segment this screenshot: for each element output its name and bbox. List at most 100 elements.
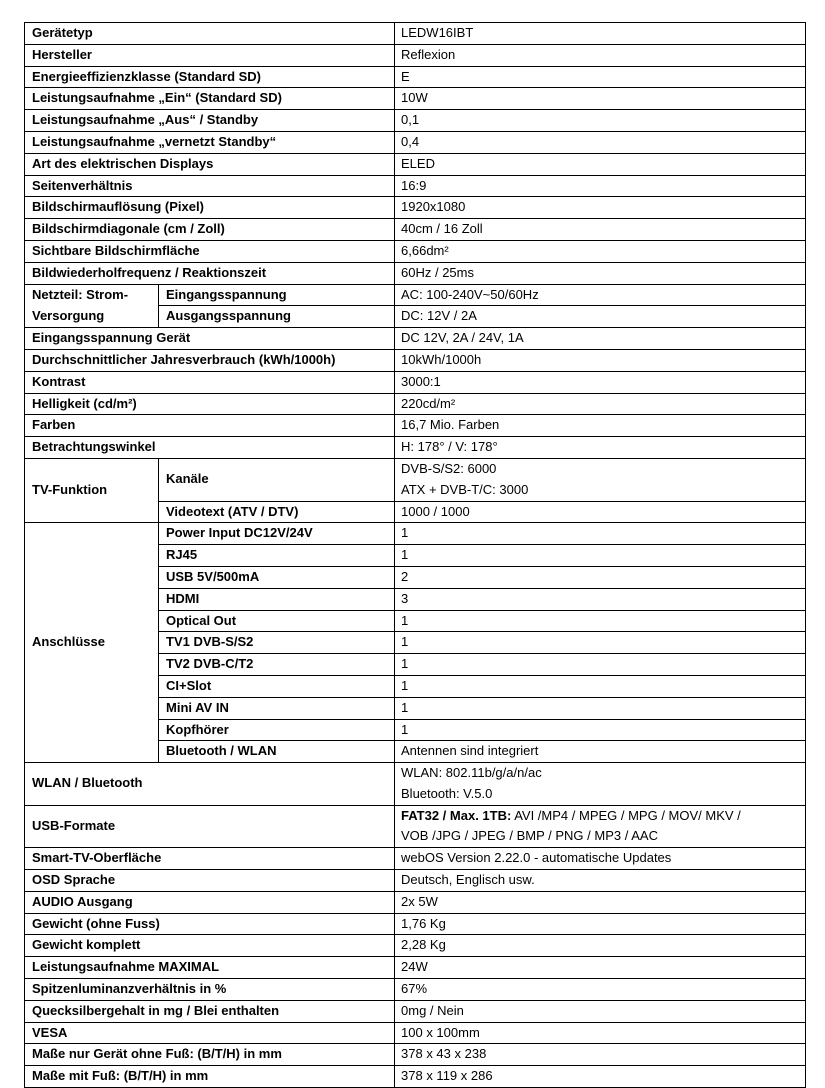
table-row: AUDIO Ausgang 2x 5W [23, 890, 807, 914]
spec-value-text: 1 [401, 612, 409, 628]
spec-value-line: 1 [401, 655, 798, 675]
spec-value-text: 16,7 Mio. Farben [401, 417, 500, 433]
spec-value-text: 1 [401, 547, 409, 563]
spec-value-line: 1 [401, 698, 798, 718]
table-row: Bildwiederholfrequenz / Reaktionszeit 60H… [23, 261, 807, 285]
table-row: Gewicht (ohne Fuss) 1,76 Kg [23, 912, 807, 936]
spec-value-line: 0mg / Nein [401, 1001, 798, 1021]
spec-value: 3 [394, 587, 807, 611]
table-row: USB 5V/500mA 2 [25, 565, 807, 589]
spec-value: Reflexion [394, 43, 807, 67]
spec-value: 3000:1 [394, 370, 807, 394]
spec-label: Seitenverhältnis [23, 174, 396, 198]
spec-value: 16:9 [394, 174, 807, 198]
spec-group-label: TV-Funktion [24, 457, 159, 524]
spec-value-line: 1 [401, 546, 798, 566]
spec-value: 6,66dm² [394, 239, 807, 263]
spec-value: 2x 5W [394, 890, 807, 914]
spec-label: Sichtbare Bildschirmfläche [23, 239, 396, 263]
spec-value-line: webOS Version 2.22.0 - automatische Upda… [401, 849, 798, 869]
spec-value: E [394, 65, 807, 89]
spec-value: 1920x1080 [394, 196, 807, 220]
spec-value-text: ELED [401, 155, 435, 171]
spec-value-line: Bluetooth: V.5.0 [401, 784, 798, 804]
table-row: Kontrast 3000:1 [23, 370, 807, 394]
spec-value: 0mg / Nein [394, 999, 807, 1023]
spec-value-line: VOB /JPG / JPEG / BMP / PNG / MP3 / AAC [401, 826, 798, 846]
spec-value-text: 67% [401, 981, 428, 997]
table-row: Bildschirmdiagonale (cm / Zoll) 40cm / 16… [23, 218, 807, 241]
spec-value-line: 2,28 Kg [401, 936, 798, 956]
spec-value-text: 1 [401, 677, 409, 693]
spec-value-line: 60Hz / 25ms [401, 263, 798, 283]
spec-value-line: 1 [401, 633, 798, 653]
spec-value: 2 [394, 565, 807, 589]
table-row: Gewicht komplett 2,28 Kg [23, 934, 807, 958]
table-row: Leistungsaufnahme „Aus“ / Standby 0,1 [23, 109, 807, 132]
spec-value-prefix: FAT32 / Max. 1TB: [401, 807, 512, 823]
spec-sub-label: Videotext (ATV / DTV) [157, 500, 396, 524]
spec-value-text: 10W [401, 90, 428, 106]
spec-value-text: 0mg / Nein [401, 1002, 464, 1018]
spec-value-line: 1 [401, 676, 798, 696]
spec-label: Bildschirmdiagonale (cm / Zoll) [23, 218, 396, 241]
spec-value: ELED [394, 152, 807, 176]
spec-group-label: Anschlüsse [24, 522, 159, 764]
spec-value-line: 378 x 43 x 238 [401, 1045, 798, 1065]
spec-value-line: DC: 12V / 2A [401, 307, 798, 327]
spec-sub-label: Power Input DC12V/24V [157, 522, 396, 546]
spec-value-line: 2 [401, 567, 798, 587]
spec-value: AC: 100-240V~50/60Hz [394, 283, 807, 307]
spec-value-text: 3 [401, 590, 409, 606]
table-row: Maße nur Gerät ohne Fuß: (B/T/H) in mm 37… [23, 1043, 807, 1067]
spec-sub-label: Mini AV IN [157, 696, 396, 720]
spec-value-line: LEDW16IBT [401, 23, 798, 43]
table-row: Bluetooth / WLAN Antennen sind integriert [25, 740, 807, 764]
table-row: Betrachtungswinkel H: 178° / V: 178° [23, 436, 807, 459]
spec-value-line: 1920x1080 [401, 198, 798, 218]
table-row: TV-Funktion Kanäle DVB-S/S2: 6000 ATX + DVB… [24, 457, 807, 524]
spec-value-line: WLAN: 802.11b/g/a/n/ac [401, 764, 798, 784]
table-row: Energieeffizienzklasse (Standard SD) E [23, 65, 807, 89]
spec-value: 1 [394, 544, 807, 567]
spec-value-text: 1 [401, 699, 409, 715]
table-row: Maße mit Fuß: (B/T/H) in mm 378 x 119 x 2… [23, 1065, 807, 1088]
spec-value-text: 10kWh/1000h [401, 351, 482, 367]
spec-sub-label: HDMI [157, 587, 396, 611]
spec-label: Gewicht (ohne Fuss) [23, 912, 396, 936]
spec-value-line: AC: 100-240V~50/60Hz [401, 285, 798, 305]
spec-label: Quecksilbergehalt in mg / Blei enthalten [23, 999, 396, 1023]
spec-label: Kontrast [23, 370, 396, 394]
table-row: HDMI 3 [25, 587, 807, 611]
spec-value-text: 3000:1 [401, 373, 441, 389]
spec-value-line: 67% [401, 980, 798, 1000]
spec-value: 0,4 [394, 130, 807, 154]
spec-value-text: 0,1 [401, 112, 420, 128]
spec-value-line: 16:9 [401, 176, 798, 196]
spec-label: USB-Formate [23, 804, 396, 849]
spec-value-text: Bluetooth: V.5.0 [401, 785, 493, 801]
spec-value-text: 24W [401, 959, 428, 975]
spec-label: Leistungsaufnahme MAXIMAL [23, 956, 396, 980]
spec-value-line: 378 x 119 x 286 [401, 1067, 798, 1087]
table-row: Leistungsaufnahme „vernetzt Standby“ 0,4 [23, 130, 807, 154]
spec-value-text: 378 x 119 x 286 [401, 1068, 493, 1084]
spec-value-text: 2 [401, 568, 409, 584]
spec-value: Deutsch, Englisch usw. [394, 869, 807, 892]
spec-value-text: DC: 12V / 2A [401, 308, 477, 324]
spec-value: 378 x 119 x 286 [394, 1065, 807, 1088]
spec-label: Eingangsspannung Gerät [23, 327, 396, 350]
spec-label: WLAN / Bluetooth [23, 762, 396, 806]
spec-value-text: Antennen sind integriert [401, 743, 539, 759]
spec-value: 378 x 43 x 238 [394, 1043, 807, 1067]
spec-value-line: H: 178° / V: 178° [401, 438, 798, 458]
spec-sub-label: Eingangsspannung [157, 283, 396, 307]
spec-value: 1 [394, 653, 807, 676]
spec-value-text: 1 [401, 634, 409, 650]
table-row: RJ45 1 [25, 544, 807, 567]
spec-sub-label: Bluetooth / WLAN [157, 740, 396, 764]
spec-sub-label: TV1 DVB-S/S2 [157, 631, 396, 655]
spec-value-line: FAT32 / Max. 1TB: AVI /MP4 / MPEG / MPG … [401, 806, 798, 826]
spec-value-text: H: 178° / V: 178° [401, 439, 498, 455]
spec-value-line: 3 [401, 589, 798, 609]
